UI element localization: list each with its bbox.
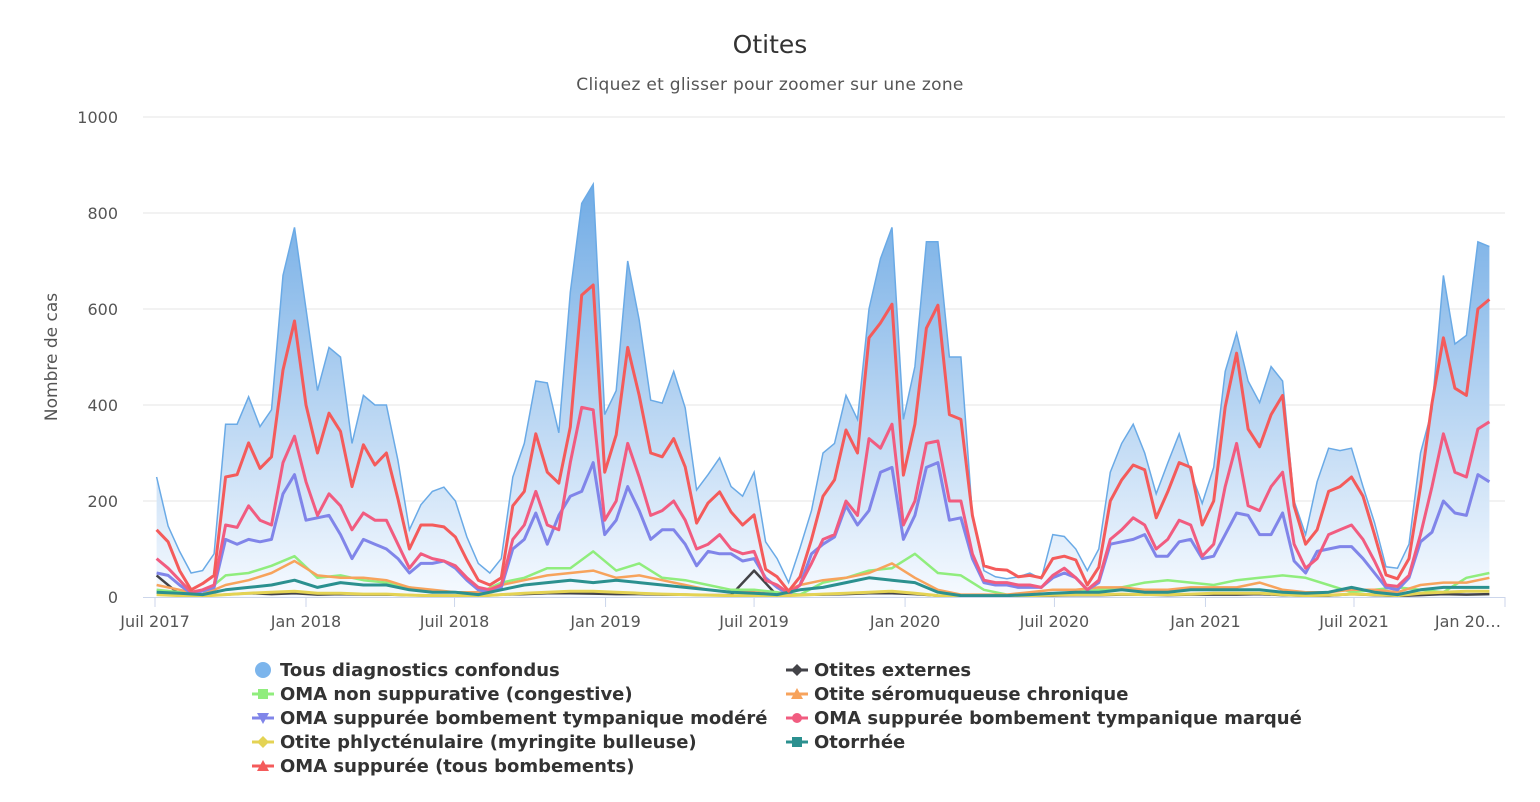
x-tick-label: Jan 2021 — [1169, 612, 1240, 631]
legend-marker-square-icon — [786, 737, 808, 747]
legend-item[interactable]: OMA suppurée bombement tympanique modéré — [252, 706, 767, 730]
y-tick-label: 600 — [87, 300, 118, 319]
series-4 — [156, 461, 1491, 597]
x-tick-label: Juil 2021 — [1318, 612, 1389, 631]
x-tick-label: Jan 2019 — [569, 612, 640, 631]
y-tick-label: 0 — [108, 588, 118, 607]
legend-label: OMA suppurée bombement tympanique modéré — [280, 707, 768, 729]
legend-label: Otite phlycténulaire (myringite bulleuse… — [280, 731, 697, 753]
x-tick-label: Juil 2017 — [119, 612, 190, 631]
x-tick-label: Juil 2018 — [419, 612, 490, 631]
legend-item[interactable]: Tous diagnostics confondus — [252, 658, 767, 682]
x-tick-label: Jan 20… — [1434, 612, 1501, 631]
x-tick-label: Juil 2019 — [718, 612, 789, 631]
legend-item[interactable]: Otite phlycténulaire (myringite bulleuse… — [252, 730, 767, 754]
series-line — [156, 461, 1491, 597]
series-8 — [155, 283, 1491, 593]
series-line — [156, 576, 1490, 598]
series-line — [156, 559, 1490, 596]
legend-label: Otorrhée — [814, 731, 906, 753]
series-7 — [156, 576, 1490, 598]
legend-label: OMA non suppurative (congestive) — [280, 683, 633, 705]
x-tick-label: Juil 2020 — [1019, 612, 1090, 631]
legend-marker-triangle-icon — [786, 688, 808, 699]
y-axis-label: Nombre de cas — [42, 293, 62, 421]
series-5 — [155, 405, 1491, 595]
legend-label: Otite séromuqueuse chronique — [814, 683, 1129, 705]
legend-marker-diamond-icon — [786, 664, 808, 676]
y-tick-label: 200 — [87, 492, 118, 511]
legend-marker-square-icon — [252, 689, 274, 699]
x-tick-label: Jan 2020 — [869, 612, 940, 631]
y-tick-label: 1000 — [77, 108, 118, 127]
legend-item[interactable]: OMA non suppurative (congestive) — [252, 682, 767, 706]
series-area-fill — [156, 184, 1490, 597]
legend-marker-diamond-icon — [252, 736, 274, 748]
legend-label: OMA suppurée (tous bombements) — [280, 755, 635, 777]
series-2 — [156, 550, 1490, 596]
series-line — [155, 283, 1491, 593]
series-line — [155, 405, 1491, 595]
series-line — [156, 550, 1490, 596]
series-6 — [156, 589, 1490, 598]
series-3 — [156, 559, 1490, 596]
legend-item[interactable]: Otites externes — [786, 658, 1302, 682]
legend-label: Tous diagnostics confondus — [280, 659, 560, 681]
legend-column: Tous diagnostics confondus OMA non suppur… — [252, 658, 767, 778]
legend-label: Otites externes — [814, 659, 972, 681]
legend-item[interactable]: Otorrhée — [786, 730, 1302, 754]
legend-item[interactable]: Otite séromuqueuse chronique — [786, 682, 1302, 706]
legend-marker-circle-icon — [786, 713, 808, 723]
legend-item[interactable]: OMA suppurée bombement tympanique marqué — [786, 706, 1302, 730]
series-0 — [155, 181, 1490, 597]
y-tick-label: 800 — [87, 204, 118, 223]
x-tick-label: Jan 2018 — [270, 612, 341, 631]
legend-marker-triangle-icon — [252, 760, 274, 771]
chart-plot-area[interactable]: 0 200 400 600 800 1000 Juil 2017 Jan 2018 Juil 2… — [0, 0, 1540, 650]
chart-title: Otites — [732, 30, 808, 59]
series-line — [155, 181, 1490, 585]
y-tick-label: 400 — [87, 396, 118, 415]
series-line — [156, 589, 1490, 598]
chart-subtitle: Cliquez et glisser pour zoomer sur une z… — [576, 75, 964, 95]
legend-item[interactable]: OMA suppurée (tous bombements) — [252, 754, 767, 778]
legend-column: Otites externes Otite séromuqueuse chroni… — [786, 658, 1302, 754]
legend-marker-circle-icon — [255, 662, 271, 678]
legend-marker-triangle-down-icon — [252, 713, 274, 724]
legend-label: OMA suppurée bombement tympanique marqué — [814, 707, 1302, 729]
